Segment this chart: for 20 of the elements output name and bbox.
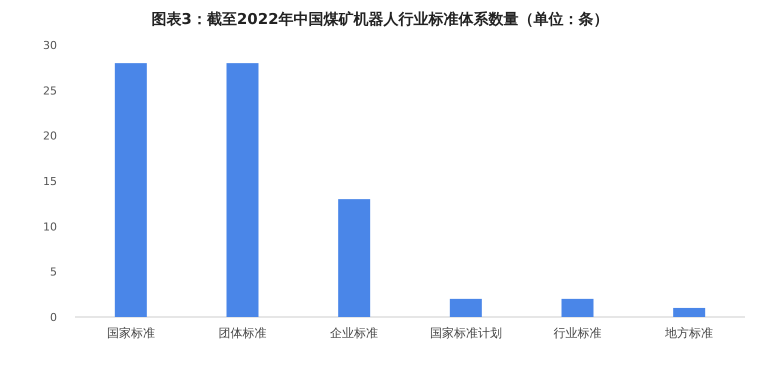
bar (673, 308, 706, 317)
chart-title: 图表3：截至2022年中国煤矿机器人行业标准体系数量（单位：条） (151, 10, 609, 28)
x-tick-label: 地方标准 (664, 326, 714, 340)
bar (450, 298, 482, 317)
bar (226, 63, 258, 317)
x-tick-label: 企业标准 (330, 326, 378, 340)
x-tick-label: 团体标准 (218, 326, 266, 340)
y-tick-label: 20 (43, 130, 57, 143)
y-tick-label: 15 (43, 175, 57, 188)
x-tick-label: 国家标准 (106, 326, 155, 340)
bar (562, 298, 594, 317)
x-tick-label: 国家标准计划 (430, 326, 502, 340)
y-tick-label: 5 (50, 266, 57, 279)
y-tick-label: 30 (43, 39, 57, 52)
y-tick-label: 0 (50, 311, 57, 324)
y-tick-label: 25 (43, 84, 57, 98)
bar (338, 199, 370, 317)
x-tick-label: 行业标准 (554, 326, 602, 340)
bar (114, 63, 147, 317)
y-tick-label: 10 (43, 220, 57, 234)
